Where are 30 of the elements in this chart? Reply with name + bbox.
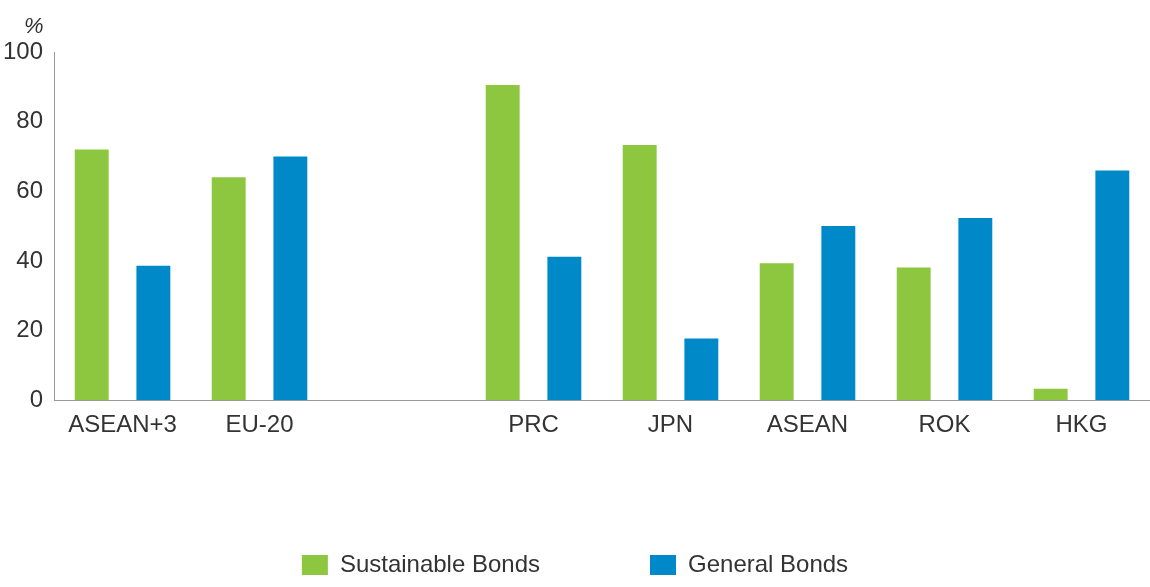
legend-label: General Bonds xyxy=(688,549,849,577)
x-tick-label: ROK xyxy=(918,410,971,438)
bar xyxy=(74,149,109,401)
x-tick-label: EU-20 xyxy=(225,410,294,438)
y-tick-label: 60 xyxy=(16,175,44,203)
y-tick-label: 20 xyxy=(16,315,44,343)
bar xyxy=(684,338,719,401)
y-tick-label: 0 xyxy=(29,384,44,412)
bar xyxy=(136,265,171,401)
bar xyxy=(547,256,582,401)
bar xyxy=(211,177,246,401)
x-tick-label: ASEAN+3 xyxy=(68,410,177,438)
x-tick-label: PRC xyxy=(508,410,559,438)
bar xyxy=(1033,388,1068,401)
bar xyxy=(1095,170,1130,401)
y-tick-label: 100 xyxy=(3,36,44,64)
bar xyxy=(485,85,520,401)
bar xyxy=(759,263,794,401)
x-tick-label: HKG xyxy=(1055,410,1108,438)
bar xyxy=(958,218,993,401)
y-tick-label: 80 xyxy=(16,106,44,134)
x-tick-label: ASEAN xyxy=(766,410,849,438)
x-tick-label: JPN xyxy=(647,410,694,438)
bar xyxy=(896,267,931,401)
bar xyxy=(273,156,308,401)
y-axis-title: % xyxy=(24,13,44,39)
bar xyxy=(821,226,856,401)
bar xyxy=(622,144,657,401)
legend-label: Sustainable Bonds xyxy=(339,549,541,577)
y-tick-label: 40 xyxy=(16,245,44,273)
